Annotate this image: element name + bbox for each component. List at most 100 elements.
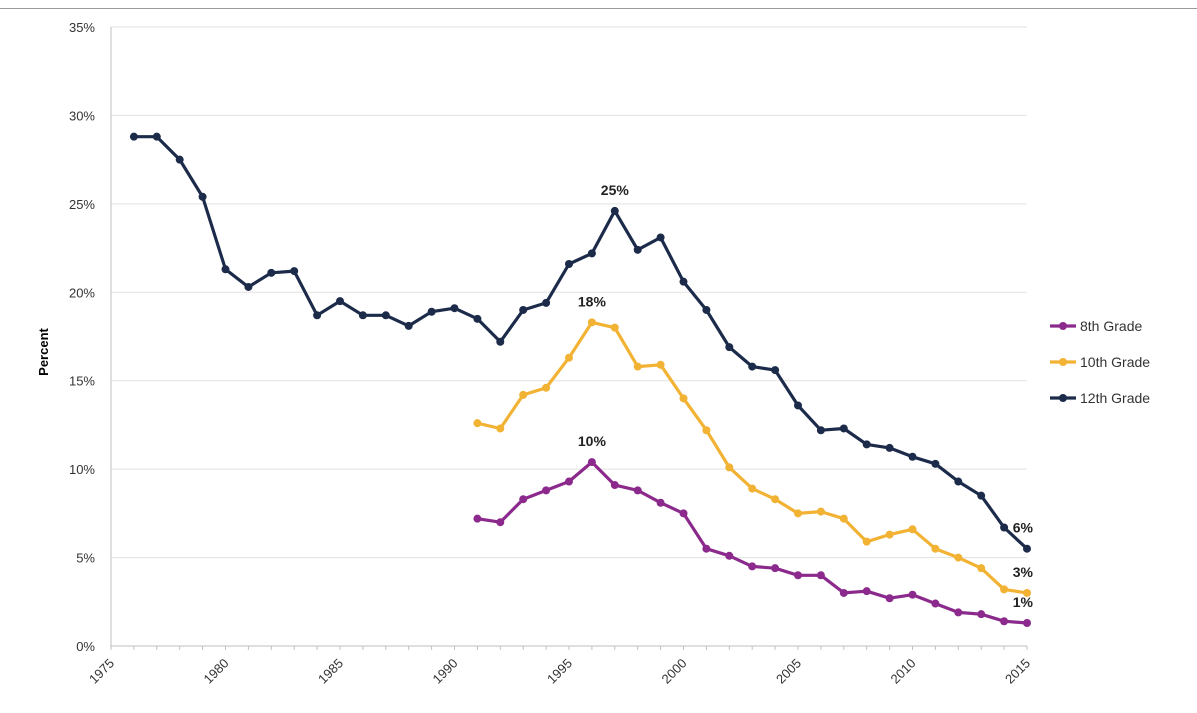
data-point — [473, 314, 482, 323]
data-point — [656, 233, 665, 242]
x-tick-label: 2015 — [1002, 656, 1033, 687]
y-tick-label: 20% — [69, 285, 95, 300]
data-point — [610, 323, 619, 332]
data-point — [450, 304, 459, 313]
data-point — [816, 571, 825, 580]
y-axis-label: Percent — [36, 327, 51, 375]
data-point — [679, 277, 688, 286]
y-tick-label: 25% — [69, 197, 95, 212]
data-point — [565, 259, 573, 268]
y-tick-label: 10% — [69, 462, 95, 477]
data-point — [1023, 588, 1031, 597]
data-label: 18% — [578, 293, 607, 309]
data-label: 10% — [578, 433, 607, 449]
data-point — [839, 424, 848, 433]
legend: 8th Grade 10th Grade 12th Grade — [1050, 318, 1150, 406]
data-point — [862, 587, 871, 596]
y-tick-label: 35% — [69, 20, 95, 35]
data-point — [473, 514, 482, 523]
data-point — [862, 440, 871, 449]
data-point — [908, 525, 917, 534]
data-point — [587, 249, 596, 258]
data-point — [336, 297, 344, 306]
data-point — [290, 267, 299, 276]
data-point — [244, 282, 253, 291]
series-line — [133, 135, 1029, 550]
data-point — [702, 426, 711, 435]
x-tick-label: 1995 — [544, 656, 575, 687]
x-tick-label: 1985 — [315, 656, 346, 687]
data-point — [794, 571, 802, 580]
legend-label: 12th Grade — [1080, 390, 1150, 406]
data-point — [908, 590, 917, 599]
data-point — [748, 362, 757, 371]
x-tick-label: 2000 — [659, 656, 690, 687]
data-point — [496, 337, 505, 346]
data-point — [748, 562, 757, 571]
data-point — [977, 610, 986, 619]
data-point — [358, 311, 367, 320]
data-point — [587, 318, 596, 327]
y-axis-ticks: 0% 5% 10% 15% 20% 25% 30% 35% — [69, 20, 95, 654]
legend-swatch-marker — [1059, 394, 1067, 402]
x-tick-label: 1990 — [430, 656, 461, 687]
data-point — [748, 484, 757, 493]
data-point — [542, 486, 551, 495]
data-point — [885, 443, 894, 452]
data-point — [702, 544, 711, 553]
data-point — [1000, 523, 1009, 532]
x-tick-label: 1980 — [201, 656, 232, 687]
legend-entry: 12th Grade — [1050, 390, 1150, 406]
data-point — [862, 537, 871, 546]
data-point — [931, 459, 940, 468]
series-12th-grade — [129, 132, 1031, 553]
legend-swatch-marker — [1059, 358, 1067, 366]
x-tick-label: 2010 — [888, 656, 919, 687]
data-point — [565, 353, 573, 362]
data-point — [496, 518, 505, 527]
data-point — [1000, 585, 1009, 594]
data-point — [816, 507, 825, 516]
data-point — [679, 509, 688, 518]
series-group — [129, 132, 1031, 628]
data-point — [313, 311, 322, 320]
data-point — [633, 486, 642, 495]
data-point — [542, 383, 551, 392]
data-point — [954, 477, 963, 486]
data-point — [404, 321, 413, 330]
data-point — [839, 588, 848, 597]
data-point — [725, 343, 734, 352]
data-point — [725, 551, 734, 560]
data-label: 3% — [1013, 564, 1034, 580]
data-point — [633, 245, 642, 254]
data-point — [129, 132, 138, 141]
data-point — [542, 298, 551, 307]
data-point — [381, 311, 390, 320]
data-point — [885, 594, 894, 603]
data-point — [656, 498, 665, 507]
y-tick-label: 30% — [69, 108, 95, 123]
data-label: 25% — [601, 182, 630, 198]
x-axis-ticks: 1975 1980 1985 1990 1995 2000 2005 2010 2015 — [86, 656, 1033, 687]
data-point — [473, 419, 482, 428]
data-point — [152, 132, 161, 141]
data-point — [931, 599, 940, 608]
data-point — [771, 495, 780, 504]
data-point — [839, 514, 848, 523]
data-label: 1% — [1013, 594, 1034, 610]
data-point — [908, 452, 917, 461]
data-point — [679, 394, 688, 403]
axes — [110, 27, 1028, 650]
legend-label: 8th Grade — [1080, 318, 1142, 334]
data-point — [633, 362, 642, 371]
data-point — [656, 360, 665, 369]
data-point — [794, 401, 802, 410]
data-point — [221, 265, 230, 274]
data-point — [587, 458, 596, 467]
data-point — [1000, 617, 1009, 626]
series-8th-grade — [473, 458, 1031, 628]
y-tick-label: 15% — [69, 374, 95, 389]
data-point — [427, 307, 436, 316]
legend-entry: 8th Grade — [1050, 318, 1142, 334]
